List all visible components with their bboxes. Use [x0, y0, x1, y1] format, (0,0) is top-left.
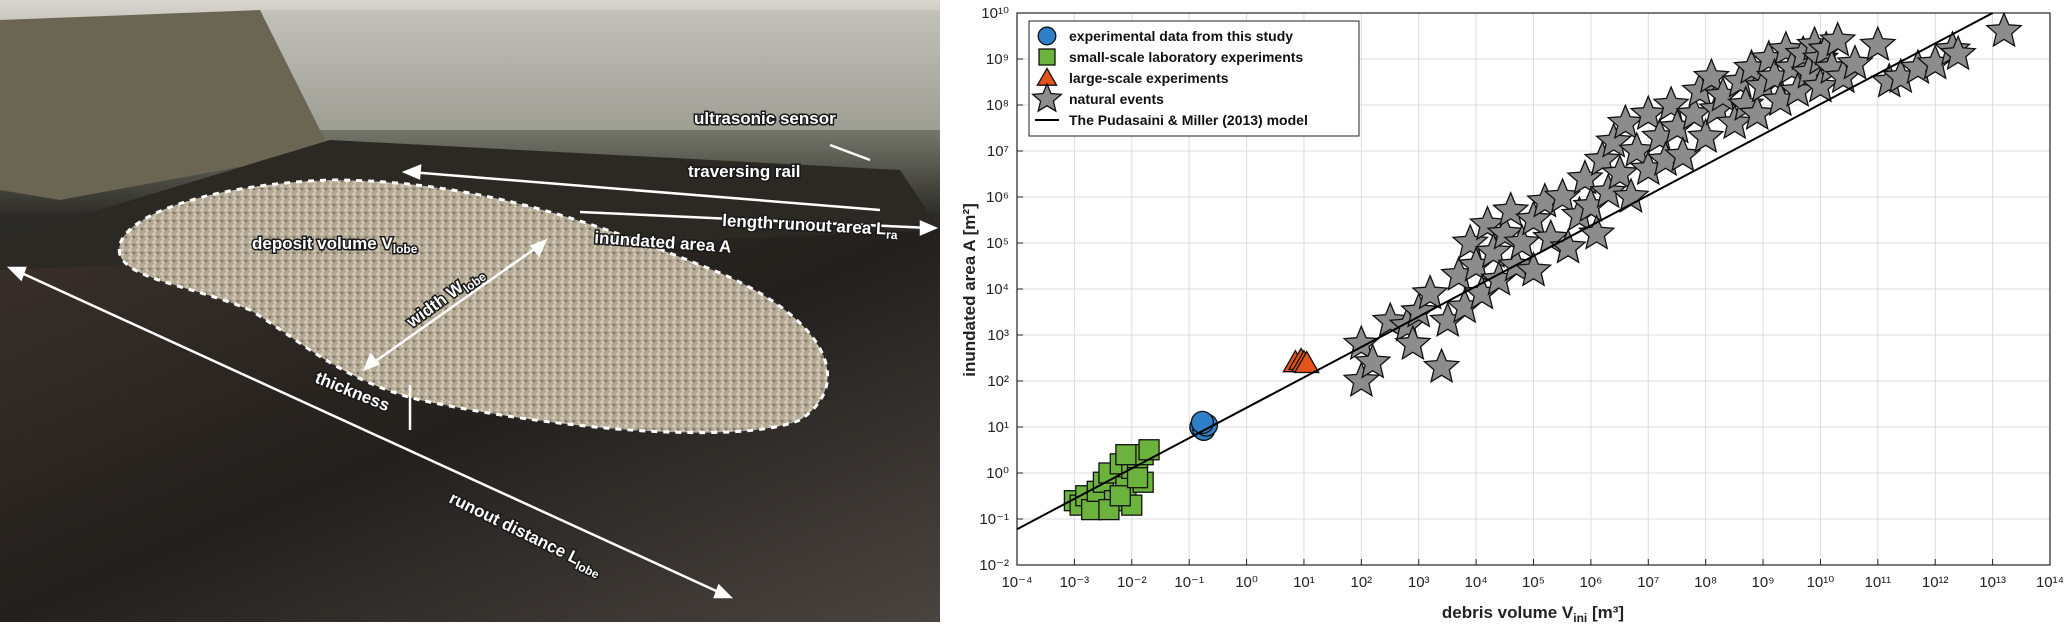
- x-tick-label: 10⁻³: [1060, 574, 1090, 591]
- x-tick-label: 10⁴: [1465, 574, 1488, 591]
- star-marker: [1514, 200, 1553, 236]
- legend-label: small-scale laboratory experiments: [1069, 49, 1303, 65]
- x-tick-label: 10¹⁰: [1807, 574, 1835, 591]
- star-marker: [1503, 223, 1541, 259]
- x-label-sub: ini: [1573, 611, 1587, 625]
- square-marker: [1126, 467, 1149, 489]
- square-marker: [1138, 439, 1160, 461]
- square-marker: [1115, 444, 1137, 466]
- y-tick-label: 10²: [987, 373, 1009, 390]
- y-tick-label: 10⁻¹: [979, 511, 1009, 528]
- star-marker: [1577, 214, 1616, 250]
- y-tick-label: 10⁹: [986, 51, 1009, 68]
- star-marker: [1566, 159, 1604, 195]
- x-tick-label: 10⁸: [1694, 574, 1717, 591]
- photo-label: traversing rail: [688, 162, 800, 181]
- photo-label: deposit volume Vlobe: [252, 234, 418, 256]
- x-tick-label: 10⁹: [1752, 574, 1775, 591]
- x-tick-label: 10⁻²: [1117, 574, 1147, 591]
- photo-label: ultrasonic sensor: [694, 109, 836, 128]
- star-marker: [1801, 67, 1840, 103]
- star-marker: [1939, 34, 1977, 71]
- label-sub: ra: [886, 228, 898, 243]
- x-axis-label: debris volume Vini [m³]: [1442, 603, 1624, 625]
- y-tick-label: 10⁴: [986, 281, 1009, 298]
- x-tick-label: 10¹¹: [1864, 574, 1891, 591]
- star-marker: [1353, 343, 1392, 379]
- circle-marker: [1037, 26, 1057, 46]
- series-star: [1342, 11, 2023, 397]
- star-marker: [1394, 324, 1432, 361]
- triangle-marker: [1293, 350, 1320, 374]
- x-tick-label: 10⁵: [1522, 574, 1545, 591]
- star-marker: [1549, 227, 1587, 264]
- star-marker: [1738, 94, 1776, 131]
- x-tick-label: 10⁷: [1637, 574, 1659, 591]
- x-tick-label: 10⁻¹: [1174, 574, 1204, 591]
- square-marker: [1109, 485, 1131, 507]
- star-marker: [1422, 347, 1461, 384]
- star-marker: [1985, 11, 2023, 48]
- chart: inundated area A [m²] debris volume Vini…: [960, 5, 2064, 625]
- label-sub: lobe: [393, 242, 418, 256]
- y-axis-label: inundated area A [m²]: [960, 203, 979, 376]
- x-tick-label: 10¹⁴: [2036, 574, 2064, 591]
- x-label-unit: [m³]: [1587, 603, 1624, 622]
- x-tick-label: 10⁰: [1235, 574, 1258, 591]
- y-tick-label: 10⁷: [987, 143, 1009, 160]
- star-marker: [1629, 94, 1668, 131]
- x-tick-label: 10¹: [1293, 574, 1315, 591]
- star-marker: [1474, 232, 1513, 269]
- x-tick-label: 10⁶: [1579, 574, 1602, 591]
- y-tick-label: 10⁻²: [979, 557, 1009, 574]
- star-marker: [1818, 21, 1857, 57]
- star-marker: [1514, 251, 1553, 287]
- y-tick-label: 10⁶: [986, 189, 1009, 206]
- star-marker: [1601, 154, 1639, 190]
- legend: experimental data from this study small-s…: [1028, 20, 1360, 137]
- x-tick-label: 10²: [1350, 574, 1372, 591]
- deposit-lobe: [117, 178, 829, 435]
- legend-label: The Pudasaini & Miller (2013) model: [1069, 112, 1308, 128]
- label-text: traversing rail: [688, 162, 800, 181]
- star-marker: [1859, 25, 1897, 62]
- star-marker: [1686, 117, 1725, 154]
- legend-label: experimental data from this study: [1069, 28, 1293, 44]
- legend-label: large-scale experiments: [1069, 70, 1229, 86]
- label-text: ultrasonic sensor: [694, 109, 836, 128]
- x-tick-label: 10¹²: [1922, 574, 1949, 591]
- y-tick-label: 10⁸: [986, 97, 1009, 114]
- square-marker: [1038, 48, 1056, 66]
- series-triangle: [1282, 347, 1320, 374]
- star-marker: [1031, 82, 1063, 113]
- x-tick-label: 10⁻⁴: [1001, 574, 1032, 591]
- x-tick-label: 10³: [1408, 574, 1430, 591]
- arrows: [6, 143, 939, 599]
- star-marker: [1606, 103, 1645, 140]
- photo: ultrasonic sensor traversing rail length…: [0, 0, 940, 622]
- model-line: [1016, 12, 1994, 531]
- y-tick-label: 10⁰: [986, 465, 1009, 482]
- y-tick-label: 10³: [987, 327, 1009, 344]
- legend-label: natural events: [1069, 91, 1164, 107]
- star-marker: [1411, 273, 1449, 310]
- x-tick-label: 10¹³: [1979, 574, 2006, 591]
- shelves: [250, 10, 940, 130]
- ramp: [0, 10, 330, 200]
- series-square: [1063, 439, 1160, 521]
- star-marker: [1715, 103, 1754, 140]
- y-tick-label: 10¹: [987, 419, 1009, 436]
- star-marker: [1399, 292, 1438, 328]
- star-marker: [1589, 172, 1627, 209]
- y-tick-label: 10⁵: [986, 235, 1009, 252]
- legend-box: [1028, 20, 1360, 137]
- y-tick-label: 10¹⁰: [981, 5, 1009, 22]
- label-text: deposit volume V: [252, 234, 393, 253]
- x-label-text: debris volume V: [1442, 603, 1574, 622]
- plot-frame: [1016, 12, 2051, 566]
- star-marker: [1342, 361, 1381, 397]
